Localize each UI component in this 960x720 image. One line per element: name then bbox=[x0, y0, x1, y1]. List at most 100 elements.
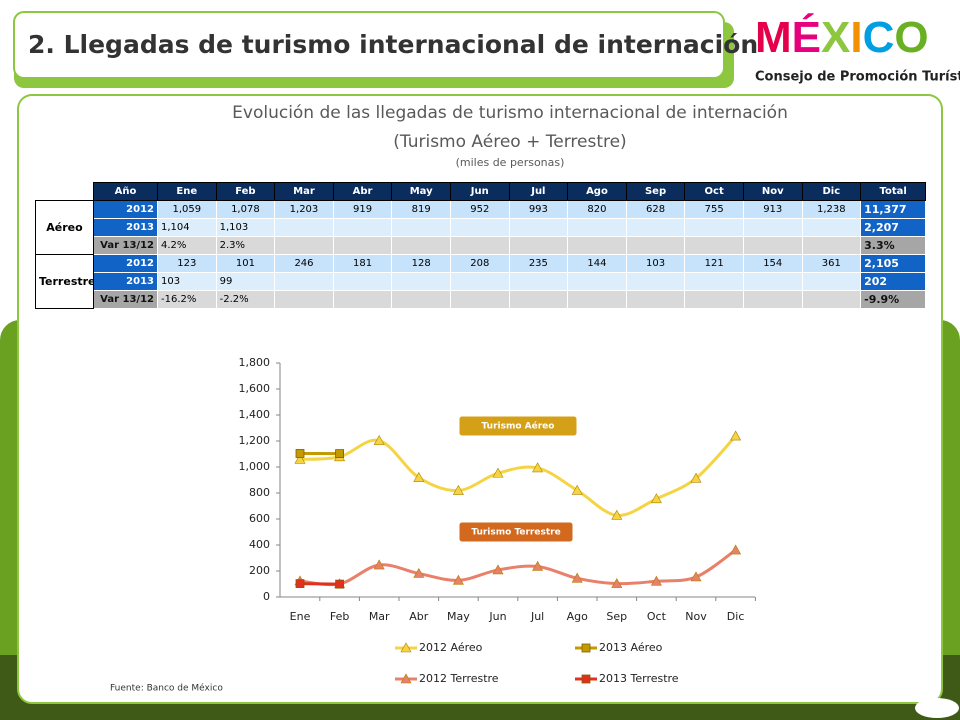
table-cell: 952 bbox=[449, 200, 510, 219]
page-pill bbox=[915, 698, 959, 718]
legend-label: 2012 Terrestre bbox=[419, 672, 499, 685]
x-tick-label: Ene bbox=[290, 610, 311, 623]
annotation-box bbox=[458, 521, 574, 543]
table-cell: Ago bbox=[567, 182, 627, 201]
table-cell: May bbox=[391, 182, 451, 201]
table-cell: 123 bbox=[157, 254, 217, 273]
x-tick-label: May bbox=[447, 610, 470, 623]
table-cell: 246 bbox=[274, 254, 334, 273]
marker bbox=[335, 449, 345, 459]
table-cell: 913 bbox=[742, 200, 803, 219]
table-cell: 919 bbox=[332, 200, 393, 219]
table-cell: 99 bbox=[215, 272, 276, 291]
series-line bbox=[299, 582, 340, 586]
table-cell: 2012 bbox=[93, 254, 158, 273]
table-cell bbox=[508, 236, 569, 255]
table-cell: Año bbox=[93, 182, 158, 201]
table-cell: 4.2% bbox=[157, 236, 217, 255]
title: 2. Llegadas de turismo internacional de … bbox=[28, 30, 758, 59]
marker bbox=[373, 559, 385, 570]
y-tick-label: 0 bbox=[263, 590, 270, 603]
table-row: Var 13/12 4.2% 2.3% 3.3% bbox=[36, 236, 927, 255]
table-cell bbox=[742, 218, 803, 237]
marker bbox=[581, 674, 591, 684]
x-tick-label: Oct bbox=[647, 610, 667, 623]
table-cell bbox=[567, 218, 627, 237]
table-cell: 154 bbox=[742, 254, 803, 273]
table-cell bbox=[391, 272, 451, 291]
table-cell: 993 bbox=[508, 200, 569, 219]
table-cell: 628 bbox=[625, 200, 686, 219]
table-cell bbox=[742, 236, 803, 255]
table-cell: 11,377 bbox=[860, 200, 927, 219]
table-row: Var 13/12 -16.2% -2.2% -9.9% bbox=[36, 290, 927, 309]
subtitle: Evolución de las llegadas de turismo int… bbox=[232, 103, 788, 123]
table-cell bbox=[449, 218, 510, 237]
table-cell: 1,238 bbox=[801, 200, 862, 219]
table-cell: 1,078 bbox=[215, 200, 276, 219]
table-cell: Mar bbox=[274, 182, 334, 201]
marker bbox=[335, 579, 345, 589]
y-tick-label: 200 bbox=[249, 564, 270, 577]
table-cell: Ene bbox=[157, 182, 217, 201]
source: Fuente: Banco de México bbox=[110, 683, 223, 694]
table-cell: Feb bbox=[215, 182, 276, 201]
table-cell: 121 bbox=[684, 254, 744, 273]
x-tick-label: Jun bbox=[488, 610, 506, 623]
table-cell bbox=[801, 272, 862, 291]
table-cell bbox=[508, 272, 569, 291]
table-cell: 103 bbox=[157, 272, 217, 291]
series-line bbox=[299, 435, 737, 517]
table-cell bbox=[684, 236, 744, 255]
table-cell: Dic bbox=[801, 182, 862, 201]
logo-tagline: Consejo de Promoción Turística bbox=[755, 70, 960, 85]
table-cell: 820 bbox=[567, 200, 627, 219]
table-cell bbox=[801, 236, 862, 255]
marker bbox=[295, 449, 305, 458]
table-cell: -2.2% bbox=[215, 290, 276, 309]
x-tick-label: Nov bbox=[685, 610, 707, 623]
table-cell: 819 bbox=[391, 200, 451, 219]
marker bbox=[294, 453, 306, 464]
table-cell: 1,203 bbox=[274, 200, 334, 219]
y-tick-label: 800 bbox=[249, 486, 270, 499]
table-cell bbox=[391, 236, 451, 255]
annotation: Turismo Terrestre bbox=[471, 528, 560, 538]
table-header: Año Ene Feb Mar Abr May Jun Jul Ago Sep Oct Nov Dic T… bbox=[35, 182, 927, 201]
marker bbox=[492, 564, 504, 575]
marker bbox=[730, 544, 742, 555]
table-cell: 103 bbox=[625, 254, 686, 273]
marker bbox=[452, 574, 464, 585]
subtitle-units: (miles de personas) bbox=[456, 156, 565, 169]
marker bbox=[295, 579, 305, 589]
marker bbox=[373, 434, 385, 445]
table-cell: Oct bbox=[684, 182, 744, 201]
marker bbox=[690, 571, 702, 582]
marker bbox=[650, 575, 662, 586]
table-cell bbox=[332, 236, 393, 255]
table-cell: 2013 bbox=[93, 218, 158, 237]
table-cell bbox=[684, 272, 744, 291]
x-tick-label: Abr bbox=[409, 610, 429, 623]
table-cell: -9.9% bbox=[860, 290, 927, 309]
table-cell bbox=[567, 236, 627, 255]
table-cell bbox=[274, 272, 334, 291]
table-cell bbox=[508, 290, 569, 309]
table-cell bbox=[684, 218, 744, 237]
x-tick-label: Feb bbox=[330, 610, 349, 623]
marker bbox=[452, 484, 464, 495]
table-cell: Nov bbox=[742, 182, 803, 201]
table-cell bbox=[567, 290, 627, 309]
table-cell bbox=[274, 218, 334, 237]
marker bbox=[650, 493, 662, 504]
table-cell bbox=[35, 182, 94, 201]
table-cell bbox=[332, 272, 393, 291]
y-tick-label: 1,600 bbox=[239, 382, 271, 395]
table-row: Aéreo 2012 1,059 1,078 1,203 919 819 952 993 820 6… bbox=[35, 200, 927, 255]
marker bbox=[532, 462, 544, 473]
y-tick-label: 1,400 bbox=[239, 408, 271, 421]
table-cell: 1,103 bbox=[215, 218, 276, 237]
subtitle: (Turismo Aéreo + Terrestre) bbox=[393, 132, 626, 152]
table-cell: 1,059 bbox=[157, 200, 217, 219]
